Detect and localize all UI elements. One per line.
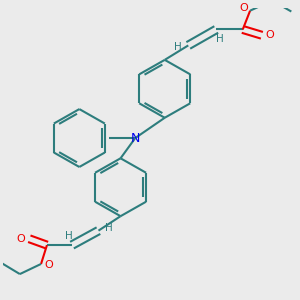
Text: O: O bbox=[44, 260, 53, 270]
Text: N: N bbox=[130, 131, 140, 145]
Text: O: O bbox=[17, 234, 26, 244]
Text: H: H bbox=[64, 231, 72, 241]
Text: H: H bbox=[105, 223, 113, 233]
Text: H: H bbox=[216, 34, 224, 44]
Text: O: O bbox=[266, 30, 274, 40]
Text: H: H bbox=[174, 42, 182, 52]
Text: O: O bbox=[239, 3, 248, 13]
